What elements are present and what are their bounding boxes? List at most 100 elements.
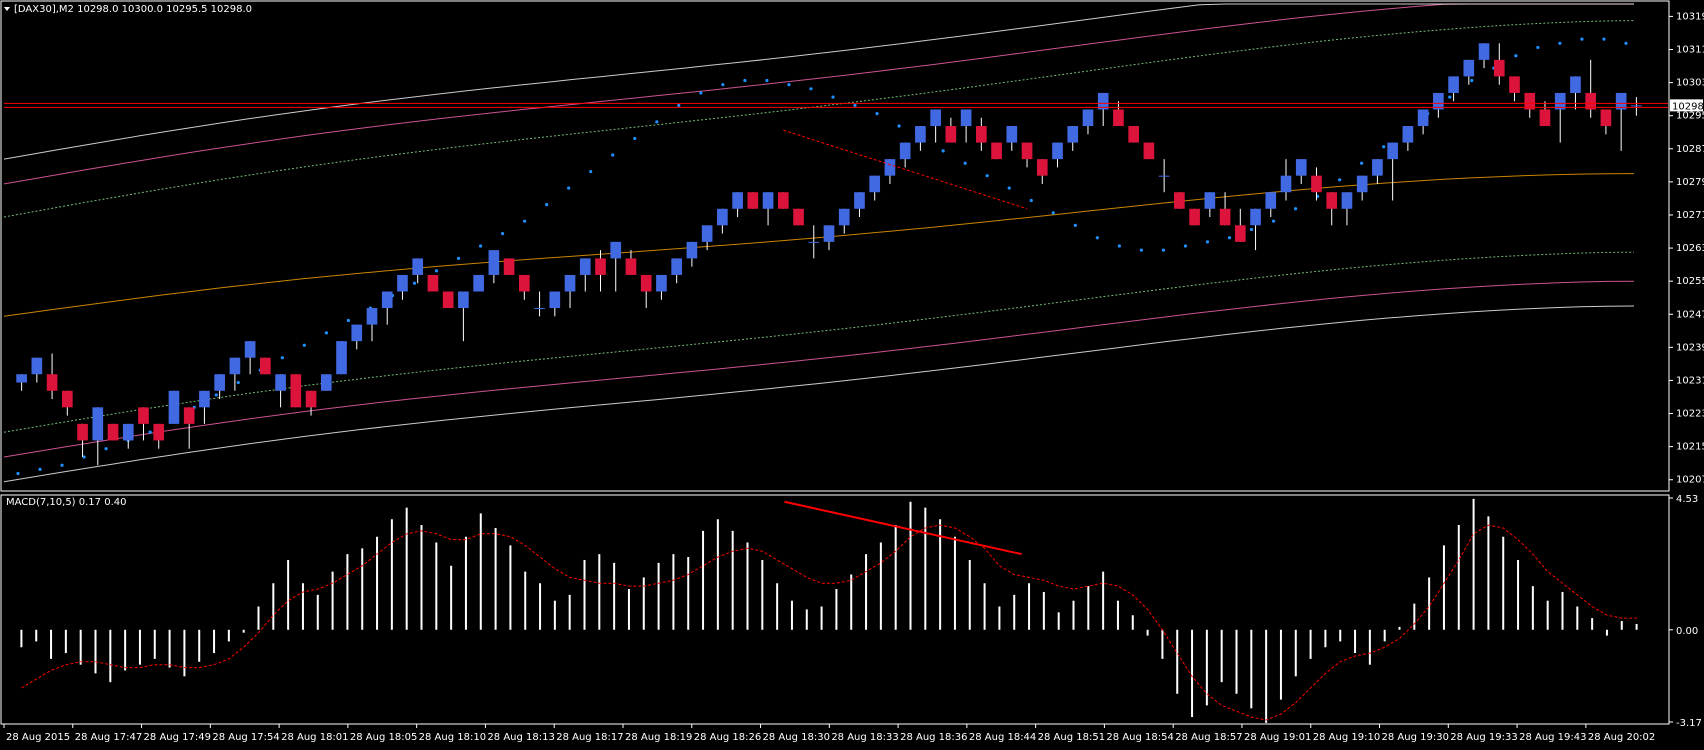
candle[interactable] bbox=[1006, 126, 1018, 151]
candle[interactable] bbox=[107, 423, 119, 441]
candle[interactable] bbox=[61, 390, 73, 416]
candle[interactable] bbox=[930, 109, 941, 143]
candle[interactable] bbox=[488, 250, 500, 284]
candle[interactable] bbox=[1417, 109, 1429, 135]
candle[interactable] bbox=[1372, 159, 1383, 184]
candle[interactable] bbox=[1189, 208, 1200, 226]
candle[interactable] bbox=[1493, 43, 1505, 85]
candle[interactable] bbox=[1463, 59, 1475, 85]
candle[interactable] bbox=[686, 241, 698, 267]
candle[interactable] bbox=[214, 374, 225, 400]
candle[interactable] bbox=[1097, 92, 1109, 127]
candle[interactable] bbox=[305, 390, 317, 416]
candle[interactable] bbox=[381, 291, 393, 325]
candle[interactable] bbox=[1341, 192, 1353, 226]
candle[interactable] bbox=[1387, 142, 1398, 201]
candle[interactable] bbox=[823, 225, 835, 251]
candle[interactable] bbox=[1509, 76, 1520, 102]
candle[interactable] bbox=[183, 407, 195, 449]
candle[interactable] bbox=[671, 258, 682, 284]
candle[interactable] bbox=[976, 117, 987, 151]
candle[interactable] bbox=[168, 390, 180, 424]
candle[interactable] bbox=[260, 357, 271, 375]
candle[interactable] bbox=[1478, 43, 1490, 69]
candle[interactable] bbox=[473, 274, 484, 292]
candle[interactable] bbox=[884, 159, 896, 184]
candle[interactable] bbox=[1158, 159, 1170, 193]
candle[interactable] bbox=[320, 374, 332, 391]
candle[interactable] bbox=[1570, 76, 1581, 110]
candle[interactable] bbox=[1174, 192, 1185, 209]
candle[interactable] bbox=[1067, 126, 1079, 151]
candle[interactable] bbox=[579, 258, 591, 292]
candle[interactable] bbox=[1311, 167, 1322, 201]
candle[interactable] bbox=[610, 241, 622, 292]
candle[interactable] bbox=[534, 291, 545, 317]
collapse-triangle-icon[interactable] bbox=[4, 7, 10, 11]
candle[interactable] bbox=[244, 341, 256, 375]
candle[interactable] bbox=[92, 407, 104, 466]
candle[interactable] bbox=[808, 225, 820, 259]
candle[interactable] bbox=[1402, 126, 1414, 151]
candle[interactable] bbox=[656, 274, 667, 300]
candle[interactable] bbox=[458, 291, 469, 342]
candle[interactable] bbox=[640, 274, 652, 309]
candle[interactable] bbox=[46, 353, 58, 400]
candle[interactable] bbox=[625, 250, 637, 275]
candle[interactable] bbox=[701, 225, 713, 251]
candle[interactable] bbox=[793, 208, 804, 226]
candles[interactable] bbox=[16, 43, 1642, 466]
candle[interactable] bbox=[351, 324, 363, 350]
candle[interactable] bbox=[717, 208, 728, 234]
candle[interactable] bbox=[1539, 101, 1551, 127]
candle[interactable] bbox=[1219, 192, 1231, 226]
candle[interactable] bbox=[503, 258, 515, 275]
candle[interactable] bbox=[1052, 142, 1063, 168]
candle[interactable] bbox=[838, 208, 850, 234]
candle[interactable] bbox=[732, 192, 743, 218]
candle[interactable] bbox=[1554, 92, 1566, 143]
candle[interactable] bbox=[1600, 109, 1612, 135]
candle[interactable] bbox=[31, 357, 43, 383]
candle[interactable] bbox=[122, 423, 134, 449]
candle[interactable] bbox=[1433, 92, 1444, 118]
candle[interactable] bbox=[1234, 208, 1246, 242]
candle[interactable] bbox=[1265, 192, 1277, 218]
candle[interactable] bbox=[16, 374, 27, 391]
candle[interactable] bbox=[899, 142, 911, 168]
candle[interactable] bbox=[366, 308, 378, 342]
candle[interactable] bbox=[1204, 192, 1216, 218]
candle[interactable] bbox=[412, 258, 424, 284]
candle[interactable] bbox=[1082, 109, 1094, 135]
candle[interactable] bbox=[1295, 159, 1307, 184]
candle[interactable] bbox=[1036, 159, 1048, 184]
macd-pane[interactable]: 4.53 0.00 -3.17 MACD(7,10,5) 0.17 0.40 bbox=[0, 494, 1702, 729]
candle[interactable] bbox=[138, 407, 149, 441]
candle[interactable] bbox=[1615, 92, 1627, 151]
candle[interactable] bbox=[960, 109, 972, 143]
candle[interactable] bbox=[442, 291, 454, 309]
candle[interactable] bbox=[869, 175, 881, 201]
candle[interactable] bbox=[1631, 97, 1642, 116]
candle[interactable] bbox=[991, 142, 1002, 160]
time-axis[interactable]: 28 Aug 2015 28 Aug 17:47 28 Aug 17:49 28 Au… bbox=[3, 724, 1655, 743]
candle[interactable] bbox=[153, 423, 165, 449]
candle[interactable] bbox=[397, 274, 408, 300]
candle[interactable] bbox=[549, 291, 561, 317]
candle[interactable] bbox=[290, 374, 302, 408]
candle[interactable] bbox=[1128, 126, 1140, 143]
candle[interactable] bbox=[777, 192, 789, 209]
candle[interactable] bbox=[762, 192, 774, 226]
candle[interactable] bbox=[275, 374, 286, 408]
candle[interactable] bbox=[1585, 59, 1597, 118]
candle[interactable] bbox=[1143, 142, 1155, 160]
candle[interactable] bbox=[229, 357, 241, 391]
candle[interactable] bbox=[336, 341, 347, 375]
candle[interactable] bbox=[945, 117, 957, 143]
candle[interactable] bbox=[1326, 192, 1338, 226]
candle[interactable] bbox=[1448, 76, 1459, 102]
candle[interactable] bbox=[1356, 175, 1368, 201]
